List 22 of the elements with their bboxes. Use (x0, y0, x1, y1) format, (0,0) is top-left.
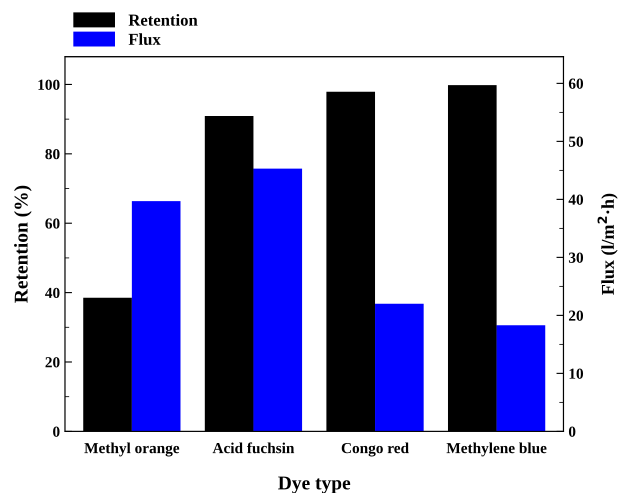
y-tick-label: 60 (45, 218, 60, 229)
y2-tick-label: 60 (568, 78, 584, 89)
y2-tick-label: 30 (568, 252, 584, 263)
y-tick-label: 40 (45, 288, 60, 298)
y2-tick-label: 10 (570, 368, 584, 379)
x-tick-label: Methyl orange (84, 442, 180, 456)
y2-axis-title: Flux (l/m$^{2}$·h) (598, 194, 618, 295)
y-tick-label: 100 (38, 80, 60, 90)
y2-tick-label: 50 (568, 136, 584, 147)
y-tick-label: 0 (53, 426, 60, 437)
y2-tick-label: 40 (568, 194, 584, 205)
bar (496, 325, 546, 432)
x-tick-label: Methylene blue (446, 442, 546, 456)
legend-label: Flux (128, 33, 161, 46)
x-tick-label: Congo red (342, 442, 409, 456)
y-tick-label: 80 (45, 148, 60, 160)
y2-tick-label: 20 (568, 310, 584, 321)
y-tick-label: 20 (45, 357, 60, 368)
legend-label: Retention (128, 14, 198, 26)
x-tick-label: Acid fuchsin (212, 442, 294, 454)
y-axis-title: Retention (%) (14, 186, 32, 303)
y2-tick-label: 0 (568, 426, 576, 437)
